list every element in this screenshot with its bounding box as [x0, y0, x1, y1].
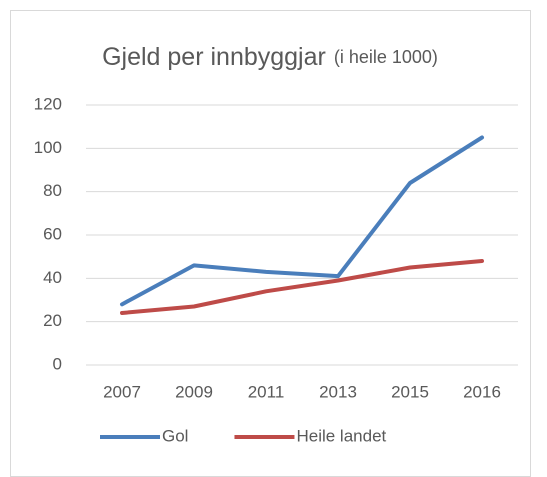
legend-label: Gol: [162, 426, 188, 445]
x-tick-label: 2007: [103, 382, 141, 401]
x-tick-label: 2015: [391, 382, 429, 401]
x-tick-label: 2016: [463, 382, 501, 401]
chart-frame: [10, 10, 531, 477]
y-tick-label: 80: [43, 181, 62, 200]
series-line: [120, 259, 484, 315]
y-tick-label: 20: [43, 311, 62, 330]
series-line: [120, 135, 484, 307]
x-tick-label: 2013: [319, 382, 357, 401]
x-tick-label: 2009: [175, 382, 213, 401]
chart-title: Gjeld per innbyggjar: [102, 43, 326, 71]
y-tick-label: 120: [34, 94, 62, 113]
y-tick-label: 60: [43, 224, 62, 243]
y-tick-label: 40: [43, 268, 62, 287]
y-tick-label: 0: [53, 354, 62, 373]
y-tick-label: 100: [34, 138, 62, 157]
x-tick-label: 2011: [248, 382, 285, 401]
chart-title-line: Gjeld per innbyggjar (i heile 1000): [102, 43, 438, 71]
chart-subtitle: (i heile 1000): [334, 47, 438, 67]
legend-label: Heile landet: [296, 426, 386, 445]
